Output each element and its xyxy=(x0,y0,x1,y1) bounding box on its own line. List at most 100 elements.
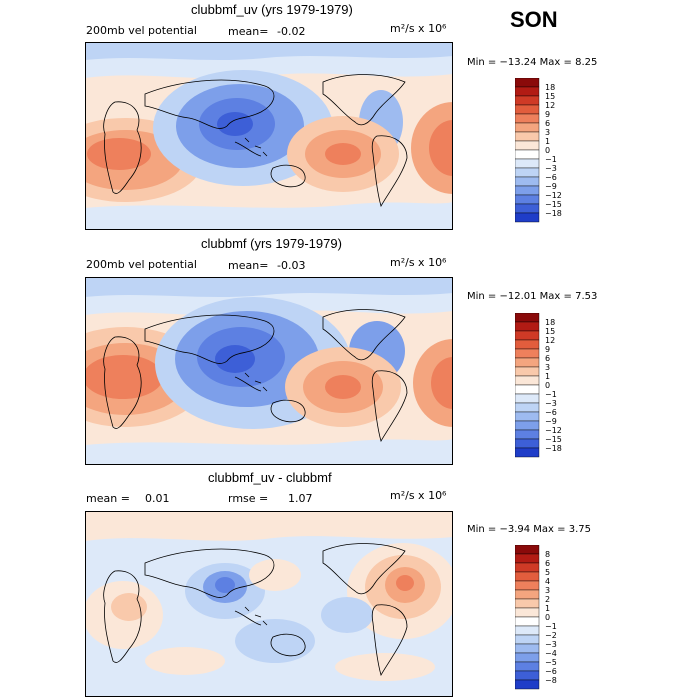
panel2-cool-pacific-core xyxy=(215,345,255,373)
panel2-warm-atlantic xyxy=(431,357,453,409)
panel2-warm-africa-core xyxy=(85,355,163,399)
cb-label: −6 xyxy=(545,667,557,676)
cb-label: −18 xyxy=(545,444,562,453)
panel2-colorbar: 18 15 12 9 6 3 1 0 −1 −3 −6 −9 −12 −15 −… xyxy=(515,313,562,458)
cb-label: 18 xyxy=(545,318,555,327)
panel2-title: clubbmf (yrs 1979-1979) xyxy=(201,236,342,251)
panel3-colorbar-labels: 8 6 5 4 3 2 1 0 −1 −2 −3 −4 −5 −6 −8 xyxy=(545,550,557,685)
panel2-colorbar-labels: 18 15 12 9 6 3 1 0 −1 −3 −6 −9 −12 −15 −… xyxy=(545,318,562,453)
panel3-warm-wpac xyxy=(249,559,301,591)
panel2-map xyxy=(85,277,453,465)
panel3-warm-americas-core xyxy=(396,575,414,591)
panel1-warm-africa-core xyxy=(87,138,151,170)
panel1-north-band-inner xyxy=(85,42,453,60)
cb-label: 0 xyxy=(545,146,550,155)
panel3-north-band xyxy=(85,511,453,541)
cb-label: 2 xyxy=(545,595,550,604)
season-label: SON xyxy=(510,7,558,32)
cb-label: 0 xyxy=(545,381,550,390)
cb-label: −1 xyxy=(545,155,557,164)
cb-label: 9 xyxy=(545,345,550,354)
cb-label: 12 xyxy=(545,101,555,110)
cb-label: 6 xyxy=(545,559,550,568)
panel1-south-band xyxy=(85,202,453,230)
cb-label: 6 xyxy=(545,354,550,363)
cb-label: −5 xyxy=(545,658,557,667)
cb-label: −3 xyxy=(545,640,557,649)
cb-label: 6 xyxy=(545,119,550,128)
panel3-cool-spac xyxy=(235,619,315,663)
panel2-coastlines xyxy=(103,309,408,443)
cb-label: −2 xyxy=(545,631,557,640)
cb-label: −9 xyxy=(545,182,557,191)
panel2-warm-epac-core xyxy=(325,375,361,399)
panel3-cool-pacific-core xyxy=(215,577,235,593)
panel1-cool-pacific-core xyxy=(217,112,253,136)
panel2-mean-label: mean= xyxy=(228,259,269,272)
panel3-title: clubbmf_uv - clubbmf xyxy=(208,470,332,485)
cb-label: −15 xyxy=(545,200,562,209)
cb-label: 3 xyxy=(545,128,550,137)
panel3-units: m²/s x 10⁶ xyxy=(390,489,447,502)
cb-label: 1 xyxy=(545,137,550,146)
panel3-coastlines xyxy=(103,543,408,677)
panel3-colorbar: 8 6 5 4 3 2 1 0 −1 −2 −3 −4 −5 −6 −8 xyxy=(515,545,557,690)
panel2-min-max: Min = −12.01 Max = 7.53 xyxy=(467,291,598,302)
panel1-mean-value: -0.02 xyxy=(277,25,306,38)
cb-label: 5 xyxy=(545,568,550,577)
cb-label: 15 xyxy=(545,92,555,101)
cb-label: 18 xyxy=(545,83,555,92)
panel1-field-label: 200mb vel potential xyxy=(86,24,197,37)
cb-label: 15 xyxy=(545,327,555,336)
panel1-title: clubbmf_uv (yrs 1979-1979) xyxy=(191,2,353,17)
cb-label: 12 xyxy=(545,336,555,345)
panel3-colorbar-swatches xyxy=(515,545,540,690)
cb-label: −18 xyxy=(545,209,562,218)
panel3-mean-label: mean = xyxy=(86,492,130,505)
cb-label: −15 xyxy=(545,435,562,444)
cb-label: −6 xyxy=(545,173,557,182)
cb-label: −9 xyxy=(545,417,557,426)
panel2-north-band-inner xyxy=(85,277,453,297)
panel3-cool-epac xyxy=(321,597,373,633)
cb-label: −3 xyxy=(545,164,557,173)
cb-label: 8 xyxy=(545,550,550,559)
cb-label: 1 xyxy=(545,372,550,381)
panel1-colorbar-swatches xyxy=(515,78,540,223)
cb-label: 3 xyxy=(545,363,550,372)
cb-label: −12 xyxy=(545,426,562,435)
panel3-warm-south-2 xyxy=(335,653,435,681)
panel1-min-max: Min = −13.24 Max = 8.25 xyxy=(467,57,598,68)
panel1-mean-label: mean= xyxy=(228,25,269,38)
panel2-south-band xyxy=(85,439,453,465)
panel2-colorbar-swatches xyxy=(515,313,540,458)
panel3-map xyxy=(85,511,453,697)
cb-label: −1 xyxy=(545,390,557,399)
panel1-colorbar: 18 15 12 9 6 3 1 0 −1 −3 −6 −9 −12 −15 −… xyxy=(515,78,562,223)
panel2-units: m²/s x 10⁶ xyxy=(390,256,447,269)
panel3-warm-south xyxy=(145,647,225,675)
cb-label: −12 xyxy=(545,191,562,200)
panel1-warm-epac-core xyxy=(325,143,361,165)
panel2-field-label: 200mb vel potential xyxy=(86,258,197,271)
cb-label: 0 xyxy=(545,613,550,622)
cb-label: 9 xyxy=(545,110,550,119)
panel1-colorbar-labels: 18 15 12 9 6 3 1 0 −1 −3 −6 −9 −12 −15 −… xyxy=(545,83,562,218)
panel1-coastlines xyxy=(103,74,408,208)
cb-label: 1 xyxy=(545,604,550,613)
panel1-units: m²/s x 10⁶ xyxy=(390,22,447,35)
cb-label: −8 xyxy=(545,676,557,685)
panel2-mean-value: -0.03 xyxy=(277,259,306,272)
cb-label: −6 xyxy=(545,408,557,417)
panel3-warm-africa-core xyxy=(111,593,147,621)
panel1-map xyxy=(85,42,453,230)
cb-label: 4 xyxy=(545,577,550,586)
panel1-warm-atlantic xyxy=(429,120,453,176)
panel3-rmse-value: 1.07 xyxy=(288,492,313,505)
panel3-rmse-label: rmse = xyxy=(228,492,269,505)
cb-label: −3 xyxy=(545,399,557,408)
panel3-mean-value: 0.01 xyxy=(145,492,170,505)
panel3-min-max: Min = −3.94 Max = 3.75 xyxy=(467,524,591,535)
cb-label: −1 xyxy=(545,622,557,631)
cb-label: 3 xyxy=(545,586,550,595)
